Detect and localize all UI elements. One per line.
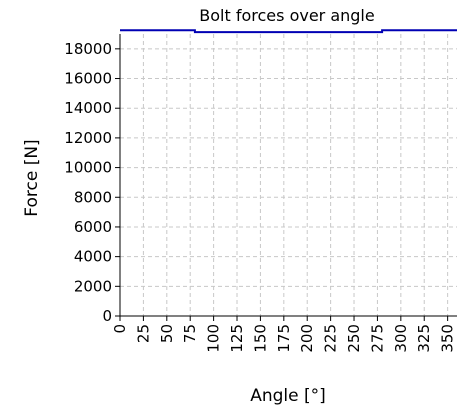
series-layer [120,29,457,34]
x-tick-label: 100 [205,324,223,353]
y-tick-label: 12000 [64,129,112,147]
x-tick-label: 75 [181,324,199,343]
y-tick-label: 6000 [74,218,112,236]
x-tick-label: 325 [415,324,433,353]
x-tick-label: 175 [275,324,293,353]
x-tick-label: 275 [368,324,386,353]
chart-title: Bolt forces over angle [199,6,374,25]
x-tick-label: 300 [392,324,410,353]
y-tick-label: 16000 [64,70,112,88]
y-tick-label: 14000 [64,99,112,117]
grid [120,34,457,316]
axes [115,34,457,321]
x-tick-label: 50 [158,324,176,343]
y-tick-label: 18000 [64,40,112,58]
tick-labels: 0200040006000800010000120001400016000180… [64,40,456,353]
y-axis-label: Force [N] [22,139,42,216]
x-tick-label: 225 [322,324,340,353]
force-line [120,29,457,34]
y-tick-label: 10000 [64,159,112,177]
y-tick-label: 2000 [74,277,112,295]
y-tick-label: 4000 [74,248,112,266]
x-tick-label: 0 [111,324,129,334]
x-tick-label: 150 [251,324,269,353]
x-tick-label: 250 [345,324,363,353]
x-axis-label: Angle [°] [250,386,326,406]
y-tick-label: 8000 [74,188,112,206]
x-tick-label: 350 [439,324,457,353]
x-tick-label: 200 [298,324,316,353]
y-tick-label: 0 [102,307,112,325]
x-tick-label: 125 [228,324,246,353]
x-tick-label: 25 [134,324,152,343]
